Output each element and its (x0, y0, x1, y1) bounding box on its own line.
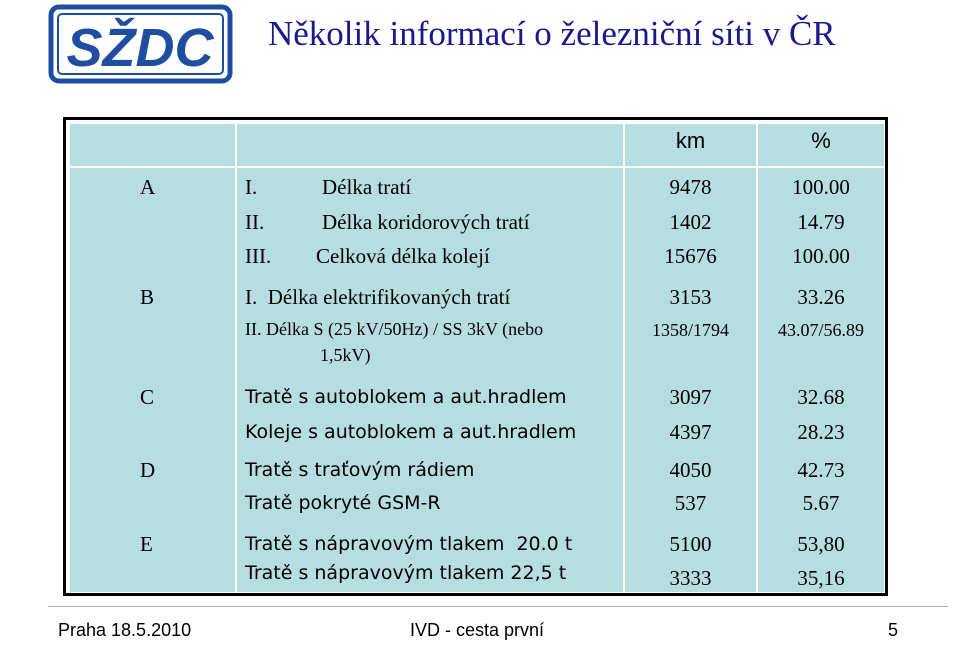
header-cell-pct (758, 124, 884, 166)
header-pct: % (811, 128, 831, 153)
row-d2-km: 537 (674, 491, 707, 515)
row-d1-pct: 42.73 (797, 458, 845, 482)
footer-date: Praha 18.5.2010 (58, 620, 192, 640)
row-a2-km: 1402 (669, 210, 712, 234)
row-c1-label: Tratě s autoblokem a aut.hradlem (245, 386, 567, 408)
row-e2-label: Tratě s nápravovým tlakem 22,5 t (245, 562, 567, 584)
row-c2-label: Koleje s autoblokem a aut.hradlem (245, 421, 577, 443)
row-b1-km: 3153 (669, 285, 712, 309)
row-a2-pct: 14.79 (797, 210, 845, 234)
row-a1-num: I. (245, 175, 258, 199)
row-c2-pct: 28.23 (797, 420, 845, 444)
row-d1-km: 4050 (669, 458, 712, 482)
row-e2-pct: 35,16 (797, 566, 845, 590)
row-a1-km: 9478 (669, 175, 712, 199)
row-b1-pct: 33.26 (797, 285, 845, 309)
footer-title: IVD - cesta první (410, 620, 545, 640)
footer-page-number: 5 (888, 620, 899, 640)
szdc-logo-graphic: SŽDC (48, 4, 233, 84)
row-letter-d: D (140, 458, 156, 482)
footer-divider (48, 606, 948, 607)
header-km: km (675, 128, 706, 153)
row-b1-label: I. Délka elektrifikovaných tratí (245, 285, 511, 309)
row-letter-a: A (140, 175, 156, 199)
row-b2-km: 1358/1794 (651, 320, 729, 340)
row-b2-label-cont: 1,5kV) (320, 345, 371, 365)
row-a2-label: Délka koridorových tratí (322, 210, 530, 234)
row-a3-pct: 100.00 (792, 244, 850, 268)
row-d2-label: Tratě pokryté GSM-R (245, 492, 441, 514)
column-label-bg (237, 168, 623, 592)
row-letter-b: B (140, 285, 155, 309)
column-pct-bg (758, 168, 884, 592)
row-e1-label: Tratě s nápravovým tlakem 20.0 t (245, 533, 573, 555)
row-e1-pct: 53,80 (797, 532, 845, 556)
row-a1-label: Délka tratí (322, 175, 412, 199)
row-c1-pct: 32.68 (797, 385, 845, 409)
row-e2-km: 3333 (669, 566, 712, 590)
header-cell-label (237, 124, 623, 166)
row-c2-km: 4397 (669, 420, 712, 444)
header-cell-km (625, 124, 756, 166)
row-a2-num: II. (245, 210, 265, 234)
page-title: Několik informací o železniční síti v ČR (268, 14, 836, 53)
header-cell-letter (70, 124, 235, 166)
row-d1-label: Tratě s traťovým rádiem (245, 459, 475, 481)
column-km-bg (625, 168, 756, 592)
row-a1-pct: 100.00 (792, 175, 850, 199)
szdc-logo: SŽDC (48, 4, 233, 84)
row-letter-e: E (140, 532, 153, 556)
logo-text: SŽDC (67, 17, 215, 78)
row-letter-c: C (140, 385, 155, 409)
row-b2-pct: 43.07/56.89 (777, 320, 864, 340)
row-b2-label: II. Délka S (25 kV/50Hz) / SS 3kV (nebo (245, 319, 544, 339)
row-a3-label: Celková délka kolejí (316, 244, 490, 268)
row-a3-km: 15676 (664, 244, 717, 268)
row-e1-km: 5100 (669, 532, 712, 556)
row-c1-km: 3097 (669, 385, 712, 409)
info-table: km % A I. Délka tratí 9478 100.00 II. Dé… (63, 117, 888, 596)
row-a3-num: III. (245, 244, 272, 268)
column-letter-bg (70, 168, 235, 592)
row-d2-pct: 5.67 (802, 491, 840, 515)
